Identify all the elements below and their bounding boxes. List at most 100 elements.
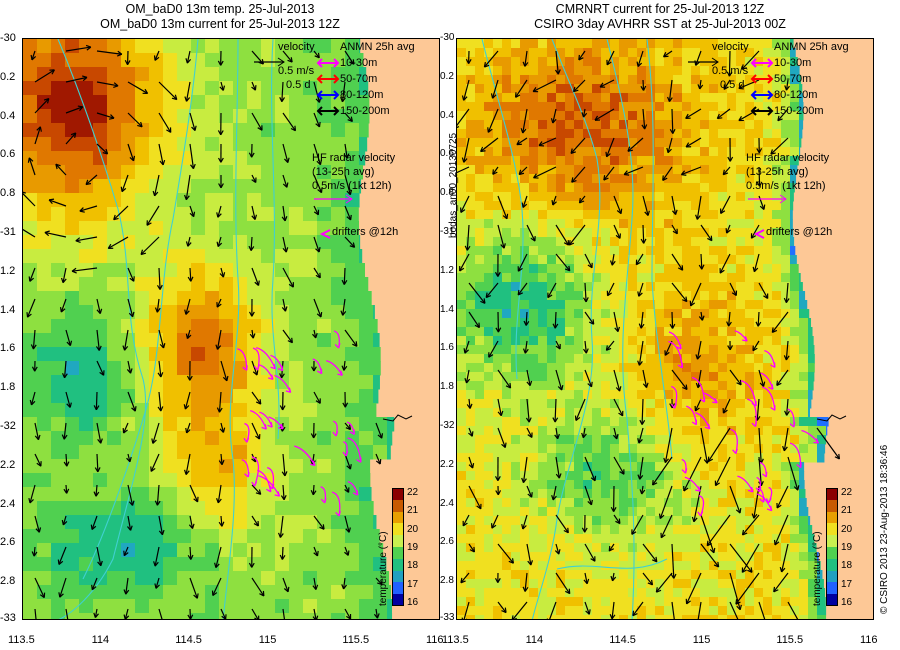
colorbar-tick: 17 xyxy=(407,578,419,590)
scale-speed-label: 0.5 m/s xyxy=(712,65,749,77)
anmn-title: ANMN 25h avg xyxy=(340,41,415,53)
colorbar-segment xyxy=(826,523,838,536)
colorbar-tick: 18 xyxy=(407,560,419,572)
current-arrows xyxy=(457,50,841,619)
y-tick-label: 2.8 xyxy=(0,575,16,588)
right-title-line2: CSIRO 3day AVHRR SST at 25-Jul-2013 00Z xyxy=(534,17,786,31)
colorbar-segment xyxy=(826,547,838,560)
scale-speed-label: 0.5 m/s xyxy=(278,65,315,77)
x-tick-label: 114.5 xyxy=(175,634,202,646)
colorbar-segment xyxy=(826,582,838,595)
depth-legend-label: 150-200m xyxy=(774,105,824,117)
right-map-panel xyxy=(456,38,874,620)
coastline-detail xyxy=(382,414,413,422)
x-tick-label: 115.5 xyxy=(342,634,370,646)
y-tick-label-right: 1.6 xyxy=(440,342,454,354)
hf-scale: 0.5m/s (1kt 12h) xyxy=(746,180,826,192)
velocity-label: velocity xyxy=(278,41,315,53)
colorbar-segment xyxy=(392,511,404,524)
depth-legend-label: 50-70m xyxy=(340,73,378,85)
colorbar-title: temperature (°C) xyxy=(378,531,389,606)
colorbar-frame xyxy=(392,488,404,606)
colorbar-tick: 19 xyxy=(841,542,853,553)
x-tick-label: 113.5 xyxy=(442,634,469,646)
left-map-panel xyxy=(22,38,440,620)
colorbar-tick: 20 xyxy=(407,523,419,535)
y-tick-label-right: 2.4 xyxy=(440,497,454,509)
y-tick-label: 0.2 xyxy=(0,70,16,83)
right-title-line1: CMRNRT current for 25-Jul-2013 12Z xyxy=(555,2,765,16)
legend-graphics xyxy=(688,57,787,239)
y-tick-label-right: -33 xyxy=(440,612,455,623)
y-tick-label-right: 2.6 xyxy=(440,536,454,548)
colorbar-segment xyxy=(392,594,404,607)
y-tick-label: 1.4 xyxy=(0,303,16,316)
left-panel-title: OM_baD0 13m temp. 25-Jul-2013 OM_baD0 13… xyxy=(0,2,440,32)
colorbar-segment xyxy=(826,535,838,548)
x-tick-label: 114 xyxy=(91,634,110,646)
y-tick-label: 0.4 xyxy=(0,109,16,122)
y-tick-label: -31 xyxy=(0,226,16,238)
colorbar-tick: 19 xyxy=(407,542,419,553)
y-tick-label-right: -31 xyxy=(440,226,455,237)
colorbar-segment xyxy=(826,499,838,513)
colorbar-tick: 18 xyxy=(841,560,853,572)
colorbar-tick: 22 xyxy=(841,487,853,498)
y-tick-label-right: 1.4 xyxy=(440,303,454,315)
colorbar-tick: 16 xyxy=(841,597,853,608)
isobath-lines xyxy=(481,39,673,619)
hf-avg: (13-25h avg) xyxy=(746,166,809,178)
colorbar-segment xyxy=(826,511,838,524)
left-title-line2: OM_baD0 13m current for 25-Jul-2013 12Z xyxy=(100,17,340,31)
colorbar-segment xyxy=(392,547,404,560)
coastline-detail xyxy=(816,414,847,422)
colorbar-tick: 17 xyxy=(841,578,853,590)
y-tick-label-right: 1.8 xyxy=(440,381,454,393)
x-tick-label: 115.5 xyxy=(776,634,804,646)
hf-title: HF radar velocity xyxy=(746,152,830,164)
y-tick-label-right: 2.8 xyxy=(440,575,454,587)
colorbar-segment xyxy=(392,558,404,572)
y-tick-label-right: 2.2 xyxy=(440,458,454,470)
hf-avg: (13-25h avg) xyxy=(312,166,375,178)
depth-legend-label: 80-120m xyxy=(774,89,818,101)
right-panel-title: CMRNRT current for 25-Jul-2013 12Z CSIRO… xyxy=(440,2,880,32)
colorbar-segment xyxy=(826,558,838,572)
copyright-label: © CSIRO 2013 23-Aug-2013 18:36:46 xyxy=(879,444,890,614)
colorbar-tick: 22 xyxy=(407,487,419,498)
depth-legend-label: 10-30m xyxy=(774,57,812,69)
x-tick-label: 114 xyxy=(525,634,544,646)
y-tick-label: 1.6 xyxy=(0,342,16,355)
left-map-canvas xyxy=(23,39,439,619)
hf-radar-arrows xyxy=(668,330,820,517)
y-tick-label: 1.2 xyxy=(0,264,16,277)
left-title-line1: OM_baD0 13m temp. 25-Jul-2013 xyxy=(125,2,315,16)
depth-legend-label: 80-120m xyxy=(340,89,384,101)
velocity-label: velocity xyxy=(712,41,749,53)
colorbar-tick: 21 xyxy=(841,505,853,517)
y-tick-label: -33 xyxy=(0,612,16,624)
anmn-title: ANMN 25h avg xyxy=(774,41,849,53)
run-id-label: bodas_an00_20130725 xyxy=(448,132,459,238)
y-tick-label: 2.6 xyxy=(0,536,16,549)
y-tick-label-right: -32 xyxy=(440,420,455,431)
y-tick-label-right: 0.6 xyxy=(440,148,454,160)
hf-radar-arrows xyxy=(237,330,362,517)
scale-time-label: 0.5 d xyxy=(286,79,311,91)
legend-graphics xyxy=(254,57,353,239)
depth-legend-label: 10-30m xyxy=(340,57,378,69)
colorbar-tick: 16 xyxy=(407,597,419,608)
depth-legend-label: 150-200m xyxy=(340,105,390,117)
depth-legend-label: 50-70m xyxy=(774,73,812,85)
drifters-label: drifters @12h xyxy=(766,226,833,238)
x-tick-label: 113.5 xyxy=(8,634,35,646)
x-tick-label: 115 xyxy=(258,634,277,646)
hf-scale: 0.5m/s (1kt 12h) xyxy=(312,180,392,192)
y-tick-label-right: 1.2 xyxy=(440,264,454,276)
colorbar-tick: 20 xyxy=(841,523,853,535)
current-arrows xyxy=(23,44,384,619)
y-tick-label: 1.8 xyxy=(0,381,16,394)
y-tick-label: 0.6 xyxy=(0,148,16,161)
y-tick-label-right: 0.4 xyxy=(440,109,454,121)
x-tick-label: 114.5 xyxy=(609,634,636,646)
